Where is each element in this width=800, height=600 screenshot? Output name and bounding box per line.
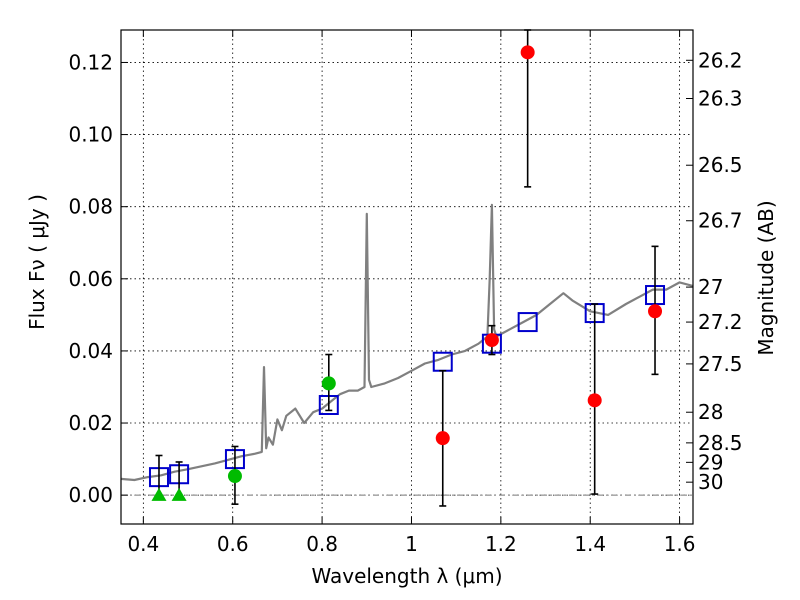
x-tick-label: 1.4 bbox=[574, 532, 606, 556]
mag-tick-label: 29 bbox=[698, 450, 723, 474]
grid bbox=[121, 30, 693, 524]
upper-limit-triangle bbox=[171, 487, 187, 501]
observed-point bbox=[520, 45, 535, 60]
y-tick-label: 0.10 bbox=[68, 123, 113, 147]
y-tick-label: 0.08 bbox=[68, 195, 113, 219]
y2-axis-label: Magnitude (AB) bbox=[754, 200, 778, 355]
x-axis-label: Wavelength λ (μm) bbox=[311, 564, 502, 588]
y-tick-label: 0.00 bbox=[68, 483, 113, 507]
mag-tick-label: 26.5 bbox=[698, 153, 743, 177]
y-tick-label: 0.04 bbox=[68, 339, 113, 363]
observed-point bbox=[321, 376, 336, 391]
markers bbox=[148, 29, 666, 507]
plot-frame bbox=[120, 29, 694, 525]
sed-model-line bbox=[121, 203, 693, 482]
observed-point bbox=[484, 333, 499, 348]
observed-point bbox=[435, 431, 450, 446]
mag-tick-label: 26.2 bbox=[698, 48, 743, 72]
x-tick-label: 0.6 bbox=[217, 532, 249, 556]
mag-tick-label: 26.3 bbox=[698, 87, 743, 111]
x-tick-label: 0.4 bbox=[127, 532, 159, 556]
y-tick-label: 0.02 bbox=[68, 411, 113, 435]
model-flux-square bbox=[517, 312, 538, 333]
upper-limit-triangle bbox=[151, 487, 167, 501]
mag-tick-label: 27 bbox=[698, 275, 723, 299]
y-tick-label: 0.12 bbox=[68, 50, 113, 74]
x-tick-label: 1.2 bbox=[485, 532, 517, 556]
x-tick-label: 0.8 bbox=[306, 532, 338, 556]
x-tick-label: 1 bbox=[405, 532, 418, 556]
y-tick-label: 0.06 bbox=[68, 267, 113, 291]
y-axis-label: Flux Fν ( μJy ) bbox=[25, 194, 49, 330]
observed-point bbox=[587, 393, 602, 408]
observed-point bbox=[648, 304, 663, 319]
axis-ticks: 0.4 0.6 0.8 1 1.2 1.4 1.6 0.00 0.02 0.04 0.06 0.08 0… bbox=[68, 30, 743, 556]
observed-point bbox=[227, 469, 242, 484]
mag-tick-label: 30 bbox=[698, 470, 723, 494]
mag-tick-label: 28.5 bbox=[698, 431, 743, 455]
mag-tick-label: 26.7 bbox=[698, 209, 743, 233]
mag-tick-label: 27.5 bbox=[698, 352, 743, 376]
plot-area bbox=[121, 203, 693, 482]
mag-tick-label: 27.2 bbox=[698, 310, 743, 334]
x-tick-label: 1.6 bbox=[664, 532, 696, 556]
mag-tick-label: 28 bbox=[698, 400, 723, 424]
